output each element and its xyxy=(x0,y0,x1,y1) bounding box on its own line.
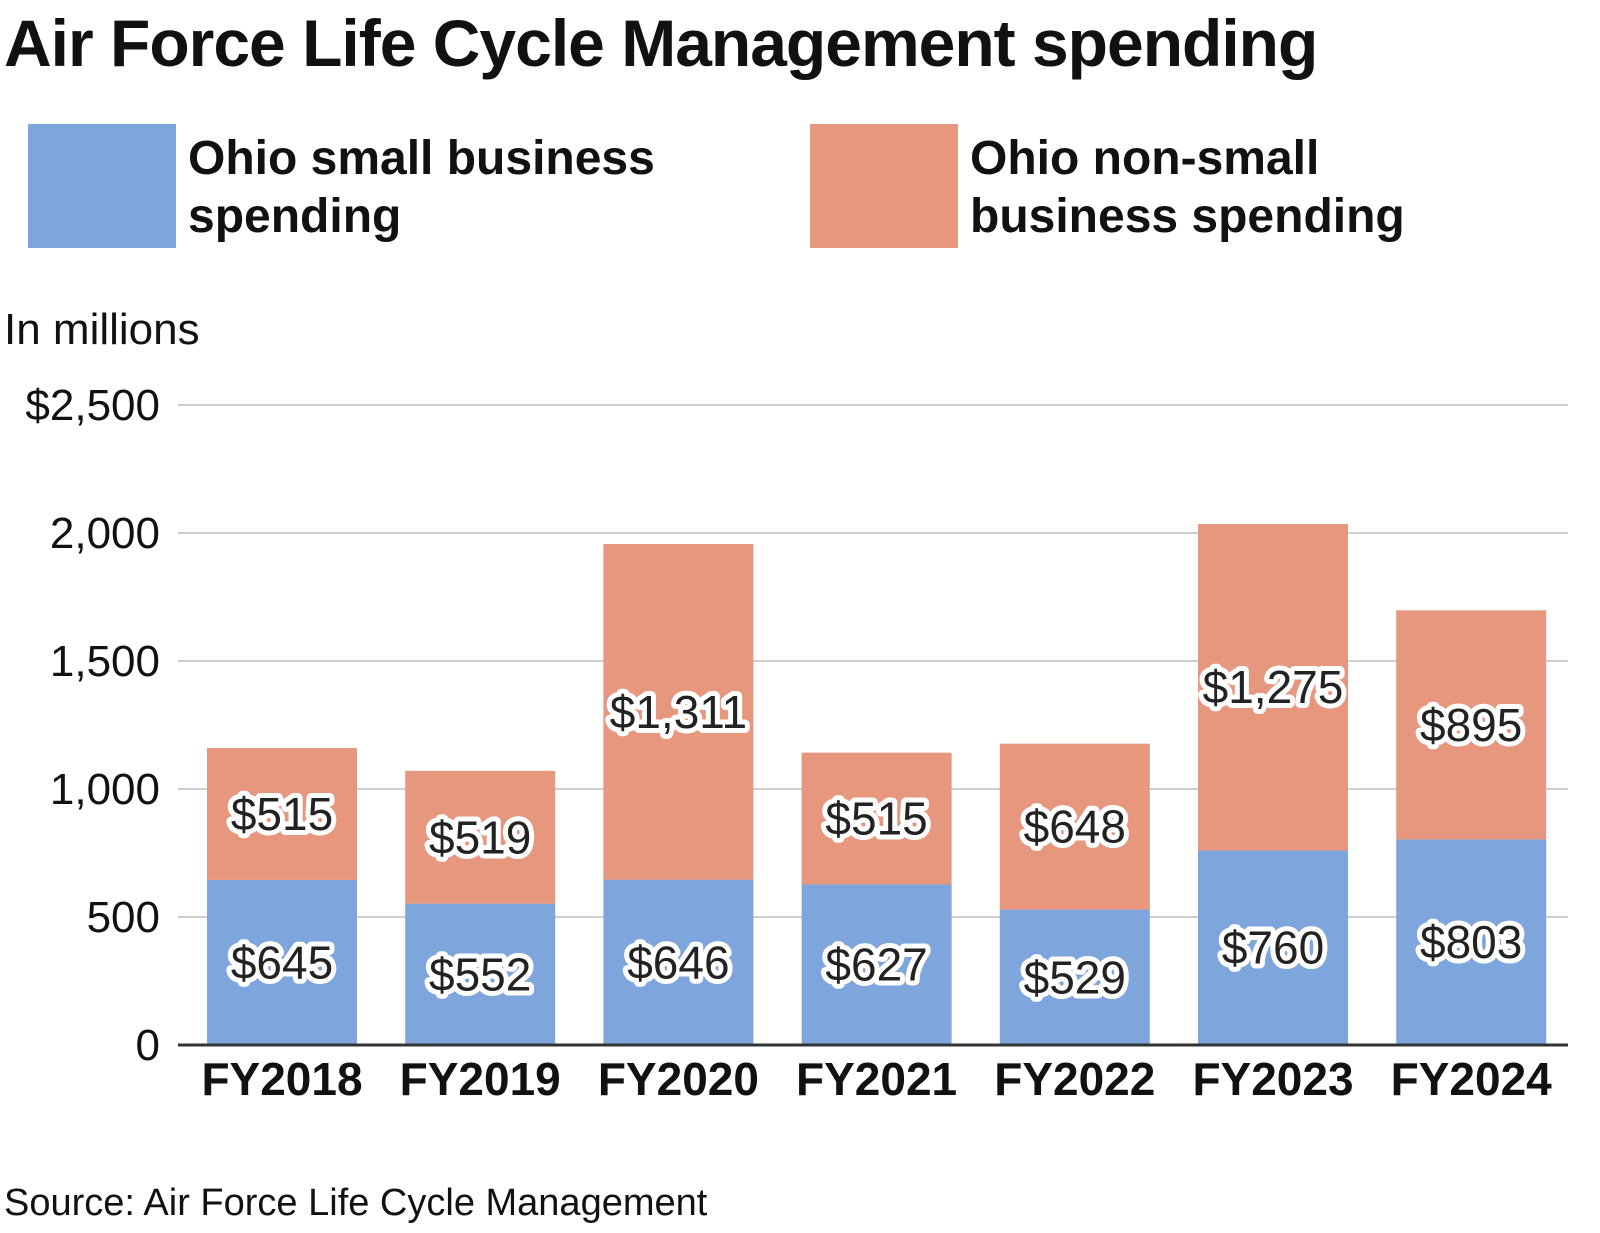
data-label-small-business: $803 xyxy=(1420,916,1522,968)
y-axis-ticks: 0 500 1,000 1,500 2,000 $2,500 xyxy=(25,381,160,1070)
bar-non-small-business xyxy=(1396,610,1547,840)
bars xyxy=(207,524,1547,1045)
source-note: Source: Air Force Life Cycle Management xyxy=(4,1182,708,1224)
y-tick-label: 2,000 xyxy=(50,509,160,558)
data-label-non-small-business: $515 xyxy=(825,793,927,845)
y-tick-label: 500 xyxy=(87,893,160,942)
y-tick-label: $2,500 xyxy=(25,381,160,430)
x-category-label: FY2022 xyxy=(994,1053,1155,1105)
legend-label-small: Ohio small business spending xyxy=(188,132,655,243)
data-label-small-business: $760 xyxy=(1222,922,1324,974)
bar-small-business xyxy=(405,903,556,1045)
data-label-non-small-business: $648 xyxy=(1024,801,1126,853)
unit-note: In millions xyxy=(4,305,200,354)
chart-title: Air Force Life Cycle Management spending xyxy=(4,6,1318,80)
data-label-non-small-business: $519 xyxy=(429,811,531,863)
data-label-non-small-business: $515 xyxy=(231,788,333,840)
data-label-non-small-business: $1,275 xyxy=(1203,661,1344,713)
bar-non-small-business xyxy=(405,770,556,904)
y-tick-label: 1,000 xyxy=(50,765,160,814)
x-category-label: FY2019 xyxy=(400,1053,561,1105)
bar-small-business xyxy=(801,884,952,1045)
bar-small-business xyxy=(207,879,357,1045)
bar-small-business xyxy=(1198,850,1348,1045)
x-category-label: FY2020 xyxy=(598,1053,759,1105)
bar-non-small-business xyxy=(801,752,952,885)
data-labels: $645 $515 $552 $519 $646 $1,311 $627 $515 $529 $6… xyxy=(226,656,1528,1008)
data-label-small-business: $529 xyxy=(1024,951,1126,1003)
x-axis-categories: FY2018 FY2019 FY2020 FY2021 FY2022 FY2023 FY20… xyxy=(201,1053,1552,1105)
data-label-small-business: $627 xyxy=(825,939,927,991)
x-category-label: FY2018 xyxy=(201,1053,362,1105)
bar-small-business xyxy=(1396,839,1547,1045)
legend-swatch-small xyxy=(28,124,176,248)
data-label-non-small-business: $1,311 xyxy=(610,686,747,738)
legend-label-nonsmall: Ohio non-small business spending xyxy=(970,132,1405,243)
bar-non-small-business xyxy=(1198,524,1348,851)
data-label-small-business: $552 xyxy=(429,948,531,1000)
legend-swatch-nonsmall xyxy=(810,124,958,248)
data-label-small-business: $646 xyxy=(627,936,729,988)
bar-non-small-business xyxy=(207,748,357,880)
data-label-non-small-business: $895 xyxy=(1420,699,1522,751)
x-category-label: FY2023 xyxy=(1192,1053,1353,1105)
bar-small-business xyxy=(999,909,1150,1045)
y-tick-label: 0 xyxy=(136,1021,160,1070)
bar-non-small-business xyxy=(603,544,754,880)
data-label-small-business: $645 xyxy=(231,936,333,988)
x-category-label: FY2024 xyxy=(1391,1053,1553,1105)
y-tick-label: 1,500 xyxy=(50,637,160,686)
x-category-label: FY2021 xyxy=(796,1053,957,1105)
bar-small-business xyxy=(603,879,754,1045)
bar-non-small-business xyxy=(999,743,1150,910)
